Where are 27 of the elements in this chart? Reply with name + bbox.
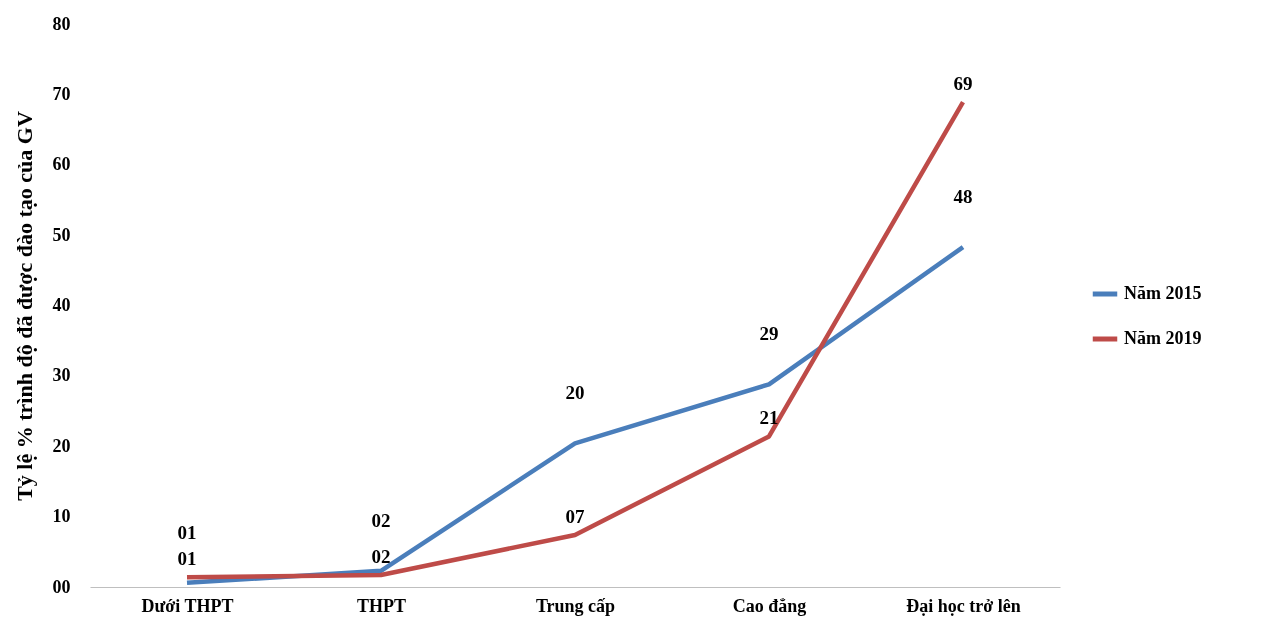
x-tick-label: Trung cấp (535, 595, 616, 616)
y-tick-label: 00 (52, 576, 71, 597)
x-tick-label: THPT (356, 595, 407, 616)
y-axis-title: Tỷ lệ % trình độ đã được đào tạo của GV (11, 111, 37, 501)
data-label: 48 (953, 186, 973, 208)
data-label: 02 (371, 546, 391, 568)
data-label: 69 (953, 73, 973, 95)
data-label: 01 (177, 548, 197, 570)
legend-label: Năm 2019 (1124, 328, 1202, 348)
data-label: 20 (565, 382, 585, 404)
x-tick-label: Đại học trở lên (906, 595, 1021, 616)
legend-label: Năm 2015 (1124, 283, 1202, 303)
y-tick-label: 10 (52, 506, 71, 527)
y-tick-label: 50 (52, 224, 71, 245)
data-label: 02 (371, 509, 391, 531)
data-label: 21 (759, 407, 779, 429)
data-label: 01 (177, 521, 197, 543)
data-label: 07 (565, 505, 585, 527)
y-tick-label: 20 (52, 435, 71, 456)
y-tick-label: 40 (52, 295, 71, 315)
y-tick-label: 30 (52, 365, 71, 386)
x-tick-label: Dưới THPT (141, 595, 234, 616)
y-tick-label: 70 (52, 83, 71, 104)
y-tick-label: 60 (52, 154, 71, 175)
x-tick-label: Cao đẳng (732, 595, 807, 616)
data-label: 29 (759, 323, 779, 345)
y-tick-label: 80 (52, 13, 71, 34)
